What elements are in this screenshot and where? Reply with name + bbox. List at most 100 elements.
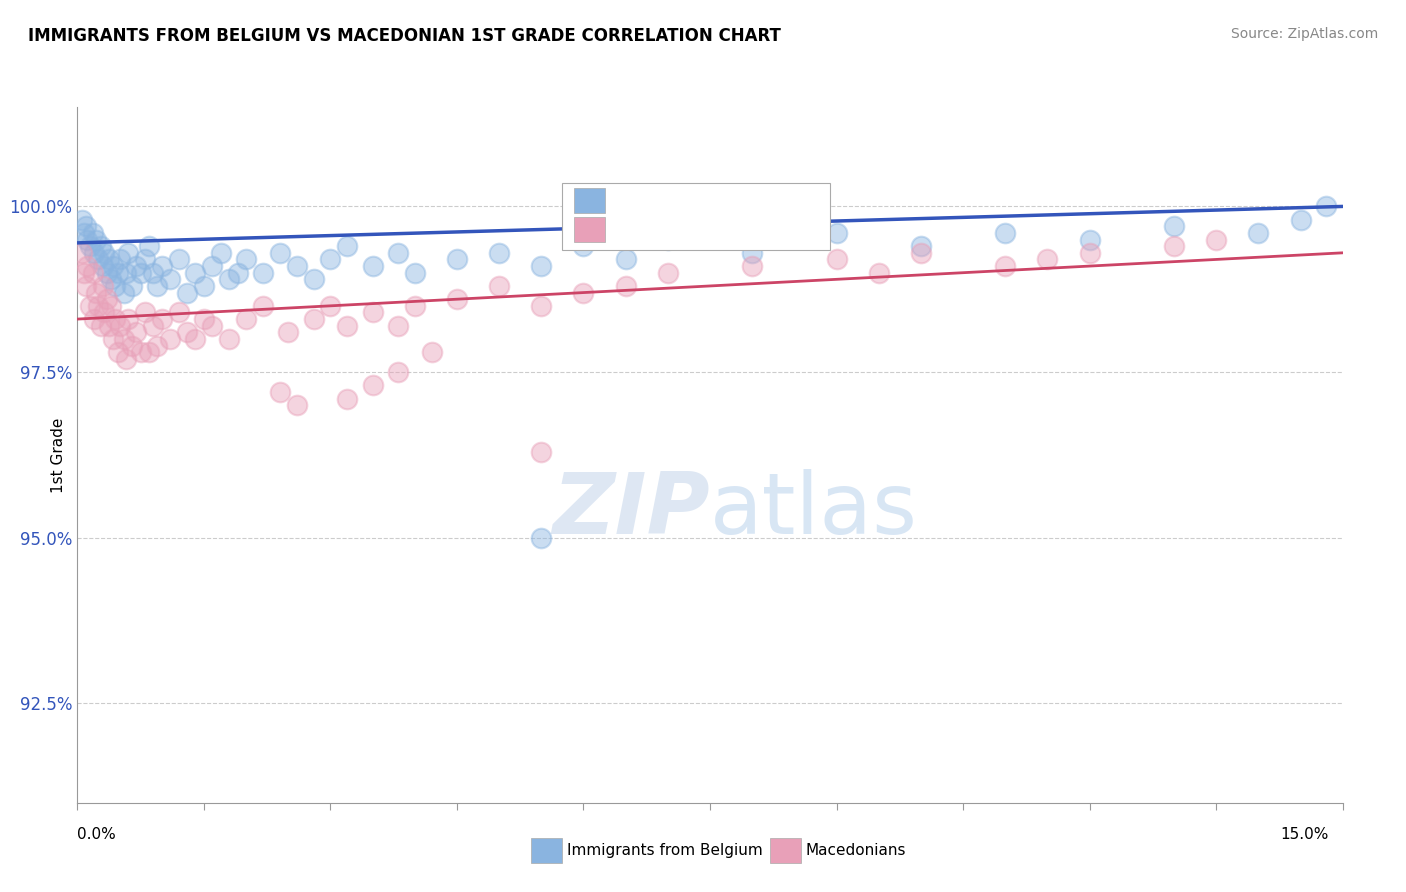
Point bbox=[868, 266, 890, 280]
Point bbox=[112, 285, 135, 300]
Point bbox=[361, 378, 384, 392]
Point bbox=[146, 338, 169, 352]
Point bbox=[82, 266, 104, 280]
Text: 0.0%: 0.0% bbox=[77, 827, 117, 841]
Point bbox=[117, 245, 139, 260]
Point bbox=[741, 259, 763, 273]
Point bbox=[1036, 252, 1059, 267]
Point bbox=[87, 252, 110, 267]
Point bbox=[70, 212, 93, 227]
Text: IMMIGRANTS FROM BELGIUM VS MACEDONIAN 1ST GRADE CORRELATION CHART: IMMIGRANTS FROM BELGIUM VS MACEDONIAN 1S… bbox=[28, 27, 780, 45]
Point bbox=[193, 312, 215, 326]
Point bbox=[90, 239, 112, 253]
Point bbox=[1078, 245, 1101, 260]
Point bbox=[142, 266, 165, 280]
Point bbox=[336, 318, 359, 333]
Point bbox=[994, 259, 1017, 273]
Point bbox=[184, 266, 207, 280]
Point bbox=[91, 259, 114, 273]
Point bbox=[361, 259, 384, 273]
Point bbox=[235, 252, 257, 267]
Point bbox=[277, 326, 299, 340]
Text: atlas: atlas bbox=[710, 469, 918, 552]
Point bbox=[193, 279, 215, 293]
Point bbox=[115, 351, 138, 366]
Point bbox=[361, 305, 384, 319]
Point bbox=[159, 332, 181, 346]
Point bbox=[302, 312, 325, 326]
Point bbox=[134, 252, 156, 267]
Point bbox=[79, 299, 101, 313]
Point bbox=[112, 332, 135, 346]
Point bbox=[825, 252, 848, 267]
Point bbox=[614, 279, 637, 293]
Point bbox=[184, 332, 207, 346]
Point bbox=[420, 345, 443, 359]
Point bbox=[530, 531, 553, 545]
Point bbox=[657, 233, 679, 247]
Point bbox=[226, 266, 249, 280]
Point bbox=[96, 292, 118, 306]
Point bbox=[269, 245, 291, 260]
Text: R = 0.095   N = 65: R = 0.095 N = 65 bbox=[616, 192, 786, 210]
Point bbox=[910, 245, 932, 260]
Point bbox=[83, 312, 105, 326]
Point bbox=[252, 266, 274, 280]
Point bbox=[93, 245, 115, 260]
Point bbox=[73, 266, 96, 280]
Point bbox=[142, 318, 165, 333]
Point bbox=[75, 279, 97, 293]
Point bbox=[1078, 233, 1101, 247]
Point bbox=[104, 279, 127, 293]
Point bbox=[115, 266, 138, 280]
Point bbox=[319, 252, 342, 267]
Point bbox=[84, 285, 107, 300]
Point bbox=[76, 259, 98, 273]
Point bbox=[84, 233, 107, 247]
Point bbox=[404, 299, 426, 313]
Point bbox=[285, 259, 308, 273]
Point bbox=[218, 332, 240, 346]
Text: Source: ZipAtlas.com: Source: ZipAtlas.com bbox=[1230, 27, 1378, 41]
Point bbox=[101, 332, 124, 346]
Point bbox=[87, 299, 110, 313]
Point bbox=[994, 226, 1017, 240]
Point bbox=[319, 299, 342, 313]
Point bbox=[741, 245, 763, 260]
Point bbox=[446, 292, 468, 306]
Point bbox=[176, 285, 198, 300]
Point bbox=[167, 252, 190, 267]
Point bbox=[70, 245, 93, 260]
Point bbox=[82, 226, 104, 240]
Point bbox=[101, 259, 124, 273]
Point bbox=[93, 305, 115, 319]
Point bbox=[530, 259, 553, 273]
Point bbox=[825, 226, 848, 240]
Point bbox=[1289, 212, 1312, 227]
Point bbox=[201, 318, 224, 333]
Text: R = 0.279   N = 68: R = 0.279 N = 68 bbox=[616, 220, 786, 238]
Point bbox=[235, 312, 257, 326]
Point bbox=[100, 272, 122, 286]
Point bbox=[572, 285, 595, 300]
Point bbox=[1163, 239, 1185, 253]
Point bbox=[1247, 226, 1270, 240]
Point bbox=[96, 266, 118, 280]
Point bbox=[79, 239, 101, 253]
Point bbox=[125, 326, 148, 340]
Point bbox=[129, 266, 152, 280]
Point bbox=[446, 252, 468, 267]
Point bbox=[201, 259, 224, 273]
Point bbox=[218, 272, 240, 286]
Point bbox=[98, 252, 121, 267]
Point bbox=[488, 245, 510, 260]
Point bbox=[1205, 233, 1227, 247]
Point bbox=[108, 318, 131, 333]
Point bbox=[269, 384, 291, 399]
Point bbox=[125, 259, 148, 273]
Point bbox=[1315, 199, 1337, 213]
Point bbox=[104, 312, 127, 326]
Point bbox=[117, 312, 139, 326]
Point bbox=[83, 245, 105, 260]
Point bbox=[1163, 219, 1185, 234]
